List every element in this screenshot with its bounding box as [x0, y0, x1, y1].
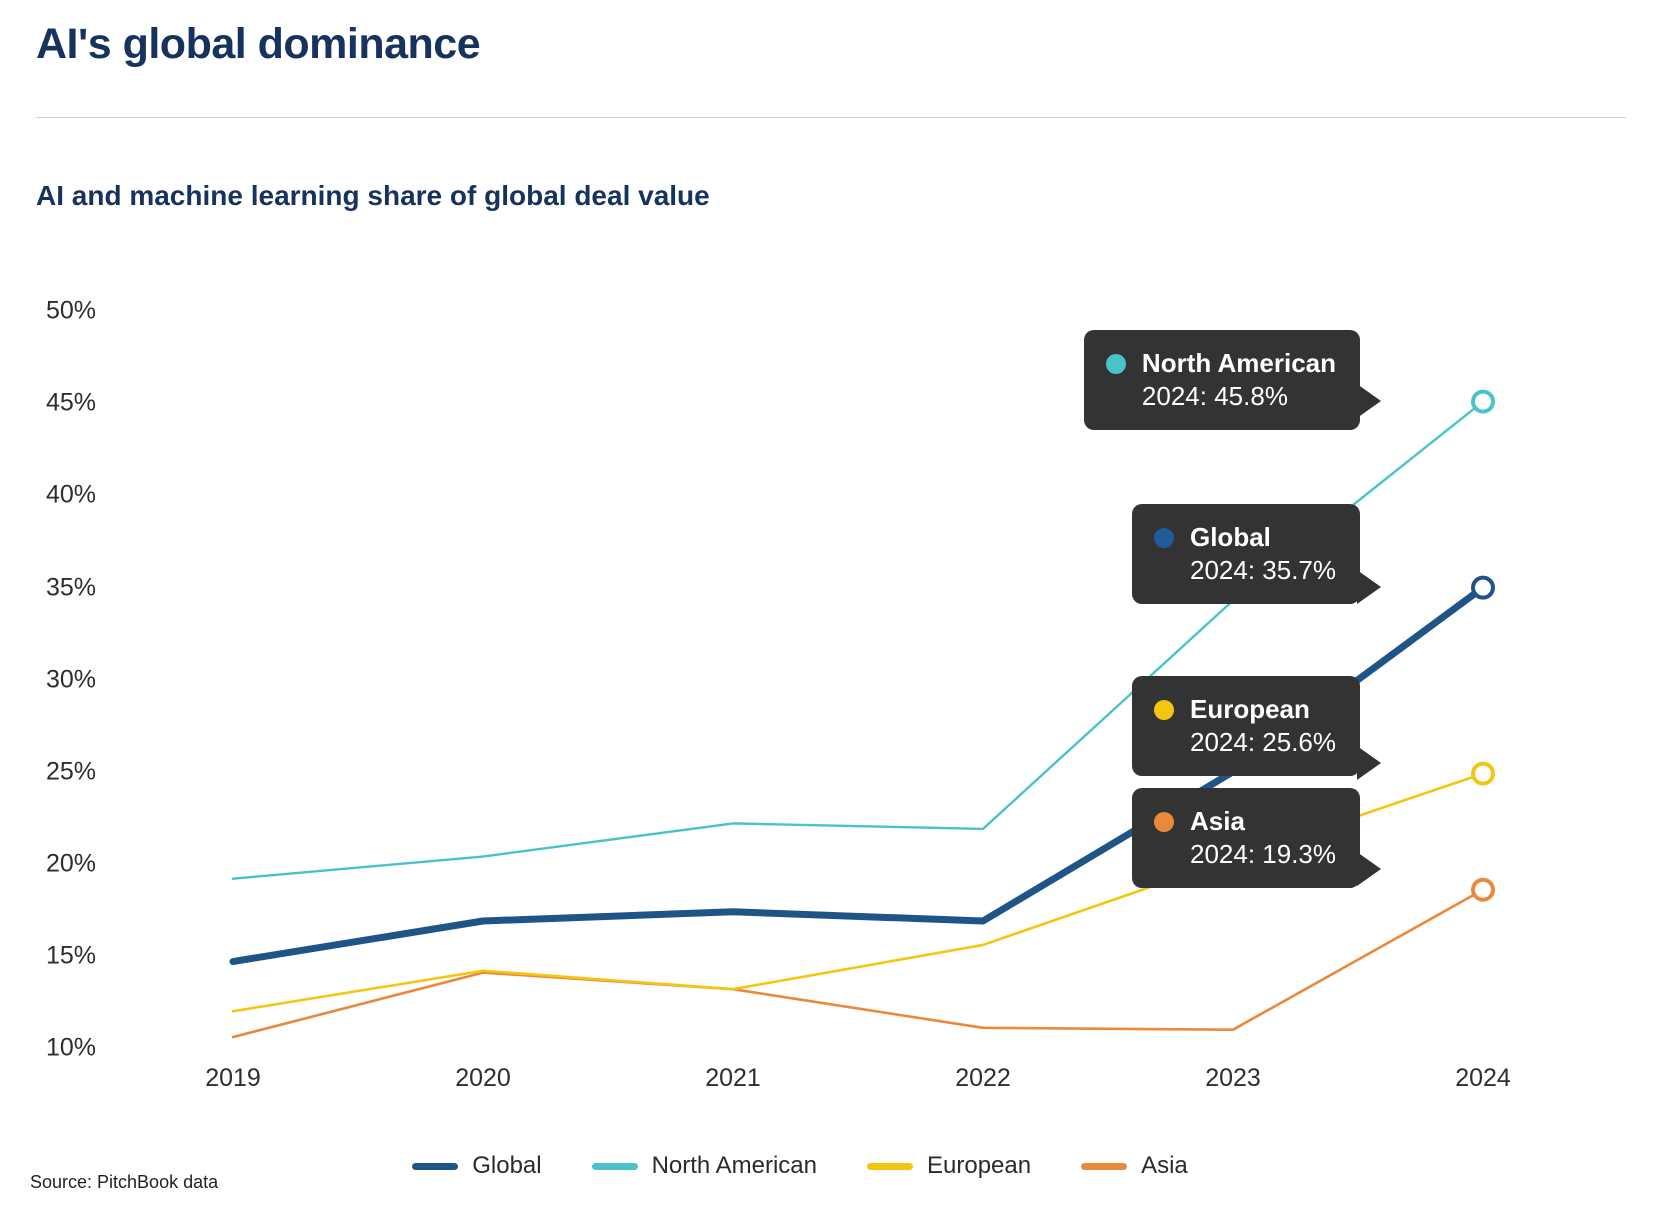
y-axis-label-15: 15% — [45, 941, 96, 970]
page-title: AI's global dominance — [36, 20, 481, 68]
tooltip-value: 2024: 19.3% — [1189, 839, 1336, 870]
tooltip-north-american: North American 2024: 45.8% — [1083, 330, 1381, 431]
legend-swatch-global-icon — [412, 1162, 459, 1170]
legend-label: North American — [651, 1152, 817, 1179]
legend-swatch-asia-icon — [1081, 1162, 1128, 1170]
tooltip-arrow-icon — [1357, 384, 1381, 418]
tooltip-arrow-icon — [1357, 852, 1381, 886]
tooltip-value: 2024: 45.8% — [1141, 381, 1288, 412]
tooltip-title: European — [1189, 694, 1310, 724]
tooltip-title: Asia — [1189, 806, 1245, 836]
end-marker-european[interactable] — [1471, 761, 1495, 786]
tooltip-european: European 2024: 25.6% — [1131, 676, 1381, 780]
tooltip-title: Global — [1189, 522, 1271, 552]
legend-swatch-european-icon — [867, 1162, 913, 1170]
asia-series-dot-icon — [1153, 812, 1174, 832]
tooltip-title: North American — [1141, 348, 1336, 378]
y-axis-label-25: 25% — [45, 757, 96, 786]
tooltip-global: Global 2024: 35.7% — [1131, 504, 1381, 605]
tooltip-arrow-icon — [1357, 746, 1381, 780]
x-axis-label-2021: 2021 — [705, 1064, 761, 1092]
legend-label: European — [927, 1152, 1032, 1179]
x-axis-label-2020: 2020 — [455, 1064, 511, 1092]
tooltip-arrow-icon — [1357, 570, 1381, 604]
y-axis-label-20: 20% — [45, 849, 96, 878]
series-line-asia[interactable] — [231, 888, 1485, 1039]
y-axis-label-45: 45% — [45, 388, 96, 417]
legend-label: Asia — [1141, 1152, 1188, 1179]
x-axis-label-2023: 2023 — [1205, 1064, 1261, 1092]
legend-item-global[interactable]: Global — [412, 1152, 542, 1180]
y-axis-label-30: 30% — [45, 665, 96, 694]
y-axis-label-50: 50% — [45, 296, 96, 325]
end-marker-asia[interactable] — [1471, 877, 1495, 902]
chart-legend: Global North American European Asia — [0, 1152, 1600, 1180]
tooltip-asia: Asia 2024: 19.3% — [1131, 788, 1381, 889]
chart-subtitle: AI and machine learning share of global … — [36, 180, 710, 211]
x-axis-label-2019: 2019 — [205, 1064, 261, 1092]
legend-item-north-american[interactable]: North American — [591, 1152, 817, 1180]
y-axis-label-10: 10% — [45, 1033, 96, 1062]
y-axis-label-35: 35% — [45, 573, 96, 601]
north-american-series-dot-icon — [1105, 354, 1126, 374]
legend-swatch-north-american-icon — [591, 1162, 638, 1170]
legend-item-asia[interactable]: Asia — [1081, 1152, 1188, 1180]
legend-item-european[interactable]: European — [867, 1152, 1031, 1180]
x-axis-label-2022: 2022 — [955, 1064, 1011, 1092]
title-divider — [36, 117, 1626, 118]
european-series-dot-icon — [1153, 700, 1174, 720]
source-note: Source: PitchBook data — [30, 1172, 219, 1192]
end-marker-north-american[interactable] — [1471, 389, 1495, 414]
x-axis-label-2024: 2024 — [1455, 1064, 1511, 1092]
end-marker-global[interactable] — [1471, 575, 1495, 600]
tooltip-value: 2024: 35.7% — [1189, 555, 1336, 586]
y-axis-label-40: 40% — [45, 480, 96, 509]
global-series-dot-icon — [1153, 528, 1174, 548]
legend-label: Global — [472, 1152, 542, 1179]
tooltip-value: 2024: 25.6% — [1189, 727, 1336, 758]
